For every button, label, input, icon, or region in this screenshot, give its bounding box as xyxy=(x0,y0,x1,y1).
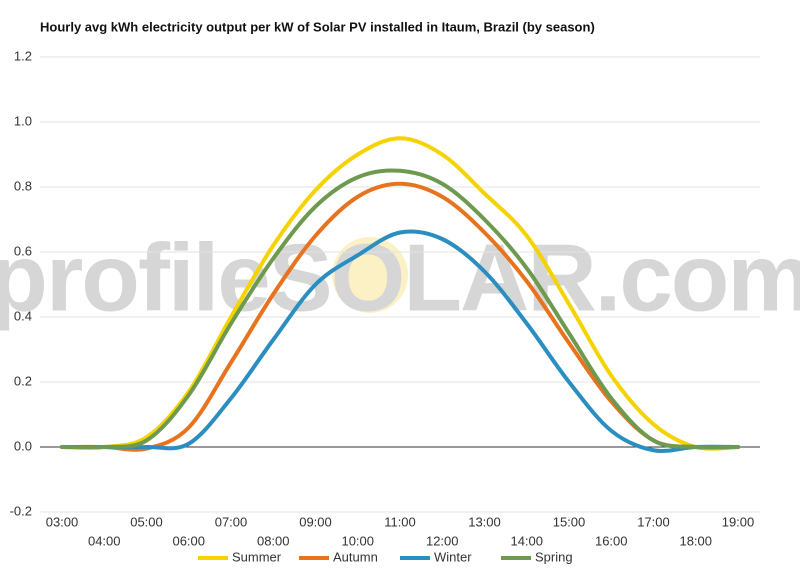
x-tick-label: 09:00 xyxy=(299,514,332,529)
x-tick-label: 06:00 xyxy=(172,533,205,548)
legend-label: Summer xyxy=(232,549,282,564)
x-tick-label: 05:00 xyxy=(130,514,163,529)
x-tick-label: 04:00 xyxy=(88,533,121,548)
x-tick-label: 14:00 xyxy=(510,533,543,548)
x-tick-label: 08:00 xyxy=(257,533,290,548)
legend-label: Autumn xyxy=(333,549,378,564)
y-tick-label: 0.6 xyxy=(14,243,32,258)
series-line xyxy=(60,168,740,450)
legend-label: Winter xyxy=(434,549,472,564)
y-tick-label: 1.2 xyxy=(14,48,32,63)
x-tick-label: 18:00 xyxy=(679,533,712,548)
chart-title: Hourly avg kWh electricity output per kW… xyxy=(40,19,595,34)
y-tick-label: 0.8 xyxy=(14,178,32,193)
x-tick-label: 13:00 xyxy=(468,514,501,529)
legend-label: Spring xyxy=(535,549,573,564)
y-tick-label: -0.2 xyxy=(10,503,32,518)
watermark-sun xyxy=(332,237,408,313)
x-tick-label: 03:00 xyxy=(46,514,79,529)
watermark: profileSOLAR.com xyxy=(0,224,800,331)
x-tick-label: 12:00 xyxy=(426,533,459,548)
y-tick-label: 1.0 xyxy=(14,113,32,128)
y-tick-label: 0.4 xyxy=(14,308,32,323)
x-tick-label: 17:00 xyxy=(637,514,670,529)
x-tick-label: 15:00 xyxy=(553,514,586,529)
x-tick-label: 10:00 xyxy=(341,533,374,548)
x-tick-label: 11:00 xyxy=(384,514,416,529)
y-tick-label: 0.0 xyxy=(14,438,32,453)
y-tick-label: 0.2 xyxy=(14,373,32,388)
series-line xyxy=(60,229,740,453)
x-tick-label: 19:00 xyxy=(722,514,755,529)
x-tick-label: 07:00 xyxy=(215,514,248,529)
x-tick-label: 16:00 xyxy=(595,533,628,548)
